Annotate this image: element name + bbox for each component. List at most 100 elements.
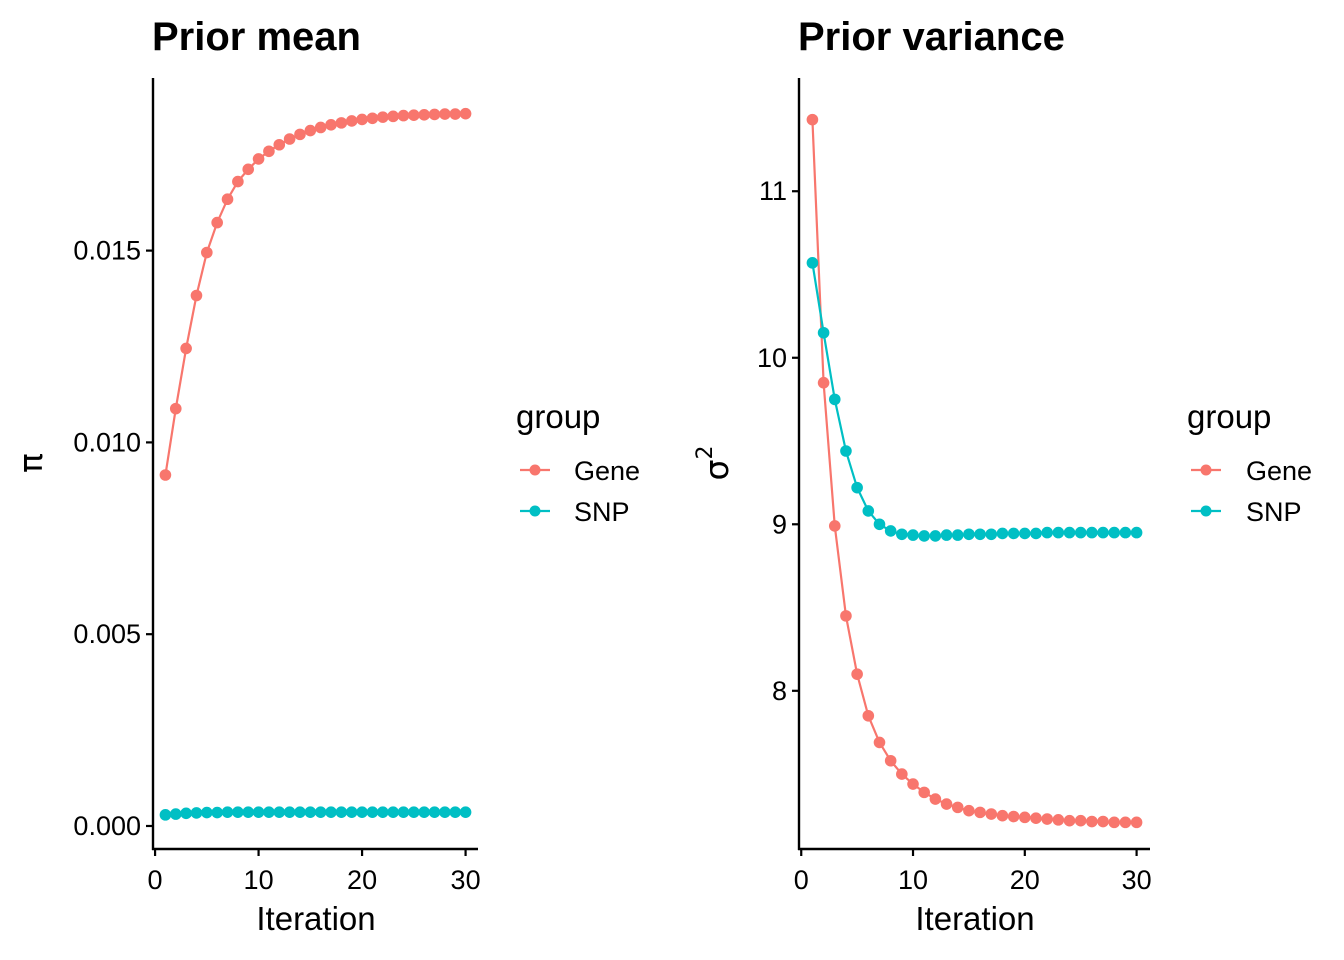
data-point bbox=[201, 806, 213, 819]
data-point bbox=[1108, 526, 1121, 539]
data-point bbox=[985, 808, 998, 820]
data-point bbox=[974, 528, 986, 541]
data-point bbox=[325, 806, 337, 818]
data-point bbox=[907, 529, 919, 541]
data-point bbox=[232, 175, 244, 188]
data-point bbox=[366, 806, 379, 818]
data-point bbox=[376, 111, 389, 123]
data-point bbox=[439, 108, 451, 120]
data-point bbox=[840, 610, 852, 622]
chart-title: Prior variance bbox=[798, 15, 1065, 59]
data-point bbox=[345, 806, 358, 818]
data-point bbox=[366, 112, 379, 125]
data-point bbox=[335, 806, 348, 818]
data-point bbox=[1019, 811, 1031, 824]
y-tick-label: 11 bbox=[759, 176, 787, 206]
series-gene bbox=[806, 113, 1143, 829]
data-point bbox=[159, 469, 172, 481]
legend-label: SNP bbox=[574, 497, 630, 527]
data-point bbox=[397, 806, 410, 818]
data-point bbox=[294, 128, 306, 141]
data-point bbox=[242, 163, 255, 176]
plot-area: 0.000 0.005 0.010 0.015 0 10 20 30 bbox=[73, 78, 481, 895]
x-tick-label: 10 bbox=[244, 865, 274, 895]
data-point bbox=[963, 528, 975, 541]
data-point bbox=[449, 108, 462, 120]
legend-entry-snp: SNP bbox=[1191, 497, 1302, 527]
data-point bbox=[408, 806, 420, 818]
data-point bbox=[428, 108, 441, 121]
data-point bbox=[907, 778, 919, 790]
data-point bbox=[1130, 816, 1143, 829]
series-line bbox=[164, 112, 466, 476]
data-point bbox=[356, 806, 368, 818]
data-point bbox=[418, 806, 430, 818]
legend-label: SNP bbox=[1246, 497, 1302, 527]
data-point bbox=[851, 668, 863, 680]
data-point bbox=[439, 806, 451, 818]
data-point bbox=[211, 216, 223, 229]
data-point bbox=[201, 246, 213, 259]
x-axis-title: Iteration bbox=[256, 900, 375, 937]
data-point bbox=[1030, 812, 1042, 824]
series-line bbox=[811, 119, 1137, 824]
data-point bbox=[190, 807, 203, 819]
data-point bbox=[918, 530, 930, 542]
data-point bbox=[459, 107, 472, 120]
data-point bbox=[387, 110, 399, 123]
data-point bbox=[252, 153, 265, 165]
data-point bbox=[356, 113, 368, 126]
y-axis-label: σ2 bbox=[693, 446, 736, 481]
data-point bbox=[169, 808, 182, 820]
data-point bbox=[428, 806, 441, 818]
chart-title: Prior mean bbox=[152, 15, 361, 59]
data-point bbox=[459, 806, 472, 818]
data-point bbox=[806, 113, 819, 126]
panel-prior-variance: Prior variance 8 9 10 11 0 10 20 30 Iteration σ… bbox=[693, 15, 1312, 937]
x-tick-label: 10 bbox=[898, 865, 928, 895]
data-point bbox=[1119, 526, 1132, 539]
data-point bbox=[1074, 526, 1087, 539]
data-point bbox=[242, 806, 255, 818]
legend-key-point bbox=[1200, 464, 1212, 476]
y-tick-label: 0.015 bbox=[73, 236, 141, 266]
data-point bbox=[252, 806, 265, 818]
data-point bbox=[387, 806, 399, 818]
data-point bbox=[929, 793, 942, 805]
data-point bbox=[304, 806, 317, 818]
data-point bbox=[1097, 526, 1109, 539]
data-point bbox=[884, 525, 897, 537]
data-point bbox=[449, 806, 462, 818]
legend-key-point bbox=[1200, 505, 1212, 517]
series-snp bbox=[159, 806, 472, 821]
x-tick-label: 20 bbox=[347, 865, 377, 895]
series-line bbox=[811, 262, 1137, 538]
x-tick-label: 20 bbox=[1010, 865, 1040, 895]
data-point bbox=[180, 342, 192, 355]
data-point bbox=[985, 528, 998, 541]
data-point bbox=[1052, 526, 1065, 539]
data-point bbox=[940, 529, 953, 541]
panel-prior-mean: Prior mean 0.000 0.005 0.010 0.015 0 10 20 30 I… bbox=[11, 15, 640, 937]
data-point bbox=[974, 806, 986, 819]
data-point bbox=[211, 806, 223, 819]
plot-area: 8 9 10 11 0 10 20 30 bbox=[757, 78, 1152, 895]
y-tick-label: 8 bbox=[772, 676, 787, 706]
y-tick-label: 10 bbox=[757, 343, 787, 373]
data-point bbox=[1063, 526, 1076, 539]
data-point bbox=[221, 193, 234, 206]
data-point bbox=[1007, 810, 1020, 823]
x-tick-label: 0 bbox=[148, 865, 163, 895]
data-point bbox=[873, 518, 886, 531]
data-point bbox=[335, 117, 348, 129]
legend: group Gene SNP bbox=[1187, 398, 1312, 527]
y-tick-label: 0.000 bbox=[73, 811, 141, 841]
data-point bbox=[873, 736, 886, 749]
data-point bbox=[929, 530, 942, 542]
data-point bbox=[190, 289, 203, 302]
data-point bbox=[180, 807, 192, 820]
data-point bbox=[304, 124, 317, 137]
data-point bbox=[828, 393, 841, 406]
data-point bbox=[263, 145, 275, 158]
